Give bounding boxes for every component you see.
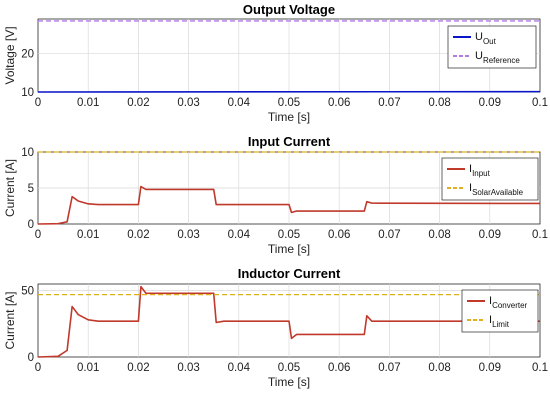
legend-entry: UOut bbox=[475, 31, 497, 46]
x-axis-label: Time [s] bbox=[268, 242, 310, 256]
x-tick-label: 0.03 bbox=[177, 97, 199, 109]
x-axis-label: Time [s] bbox=[268, 110, 310, 124]
y-tick-label: 5 bbox=[28, 183, 34, 195]
y-axis-label: Current [A] bbox=[3, 159, 17, 217]
y-tick-label: 50 bbox=[21, 286, 34, 298]
chart-panel-3: 0 0.01 0.02 0.03 0.04 0.05 0.06 0.07 0.08 0.09 0.1… bbox=[3, 266, 548, 389]
x-tick-label: 0.08 bbox=[428, 362, 450, 374]
legend-entry: IInput bbox=[469, 163, 491, 178]
series-line-input bbox=[37, 185, 541, 225]
x-tick-label: 0.01 bbox=[77, 229, 99, 241]
x-tick-label: 0.09 bbox=[479, 97, 501, 109]
x-tick-label: 0.01 bbox=[77, 362, 99, 374]
x-tick-label: 0.06 bbox=[328, 229, 350, 241]
x-tick-label: 0.06 bbox=[328, 362, 350, 374]
legend-entry: IConverter bbox=[489, 295, 528, 310]
legend-box bbox=[461, 289, 539, 333]
chart-title: Input Current bbox=[248, 134, 331, 149]
x-tick-label: 0.1 bbox=[532, 362, 548, 374]
x-tick-label: 0.07 bbox=[378, 229, 400, 241]
x-tick-label: 0 bbox=[35, 97, 41, 109]
series-line-converter bbox=[37, 285, 540, 358]
x-tick-label: 0.08 bbox=[428, 229, 450, 241]
y-tick-label: 0 bbox=[28, 219, 34, 231]
y-axis-label: Voltage [V] bbox=[3, 26, 17, 84]
x-tick-label: 0.02 bbox=[127, 97, 149, 109]
x-tick-label: 0.02 bbox=[127, 362, 149, 374]
chart-title: Output Voltage bbox=[243, 2, 335, 17]
x-tick-label: 0.04 bbox=[228, 97, 251, 109]
chart-panel-1: 0 0.01 0.02 0.03 0.04 0.05 0.06 0.07 0.08 0.09 0.1… bbox=[3, 2, 548, 124]
x-tick-label: 0.07 bbox=[378, 97, 400, 109]
y-tick-label: 10 bbox=[21, 87, 34, 99]
y-axis-label: Current [A] bbox=[3, 291, 17, 349]
x-tick-label: 0 bbox=[35, 229, 41, 241]
legend-entry: UReference bbox=[475, 50, 520, 65]
x-tick-label: 0.02 bbox=[127, 229, 149, 241]
legend-box bbox=[441, 157, 539, 201]
x-tick-label: 0.09 bbox=[479, 229, 501, 241]
y-tick-label: 20 bbox=[21, 49, 34, 61]
x-tick-label: 0.05 bbox=[278, 229, 300, 241]
x-tick-label: 0.06 bbox=[328, 97, 350, 109]
legend-entry: ILimit bbox=[489, 314, 510, 329]
x-tick-label: 0.04 bbox=[228, 229, 251, 241]
legend-entry: ISolarAvailable bbox=[469, 182, 524, 197]
chart-panel-2: 0 0.01 0.02 0.03 0.04 0.05 0.06 0.07 0.08 0.09 0.1… bbox=[3, 134, 548, 256]
x-tick-label: 0.05 bbox=[278, 97, 300, 109]
x-tick-label: 0 bbox=[35, 362, 41, 374]
x-tick-label: 0.03 bbox=[177, 229, 199, 241]
x-tick-label: 0.05 bbox=[278, 362, 300, 374]
x-tick-label: 0.07 bbox=[378, 362, 400, 374]
x-tick-label: 0.09 bbox=[479, 362, 501, 374]
y-tick-label: 0 bbox=[28, 352, 34, 364]
x-tick-label: 0.01 bbox=[77, 97, 99, 109]
x-tick-label: 0.1 bbox=[532, 229, 548, 241]
x-axis-label: Time [s] bbox=[268, 375, 310, 389]
x-tick-label: 0.03 bbox=[177, 362, 199, 374]
legend-box bbox=[447, 25, 537, 69]
chart-title: Inductor Current bbox=[238, 266, 341, 281]
y-tick-label: 10 bbox=[21, 147, 34, 159]
x-tick-label: 0.1 bbox=[532, 97, 548, 109]
x-tick-label: 0.08 bbox=[428, 97, 450, 109]
x-tick-label: 0.04 bbox=[228, 362, 251, 374]
